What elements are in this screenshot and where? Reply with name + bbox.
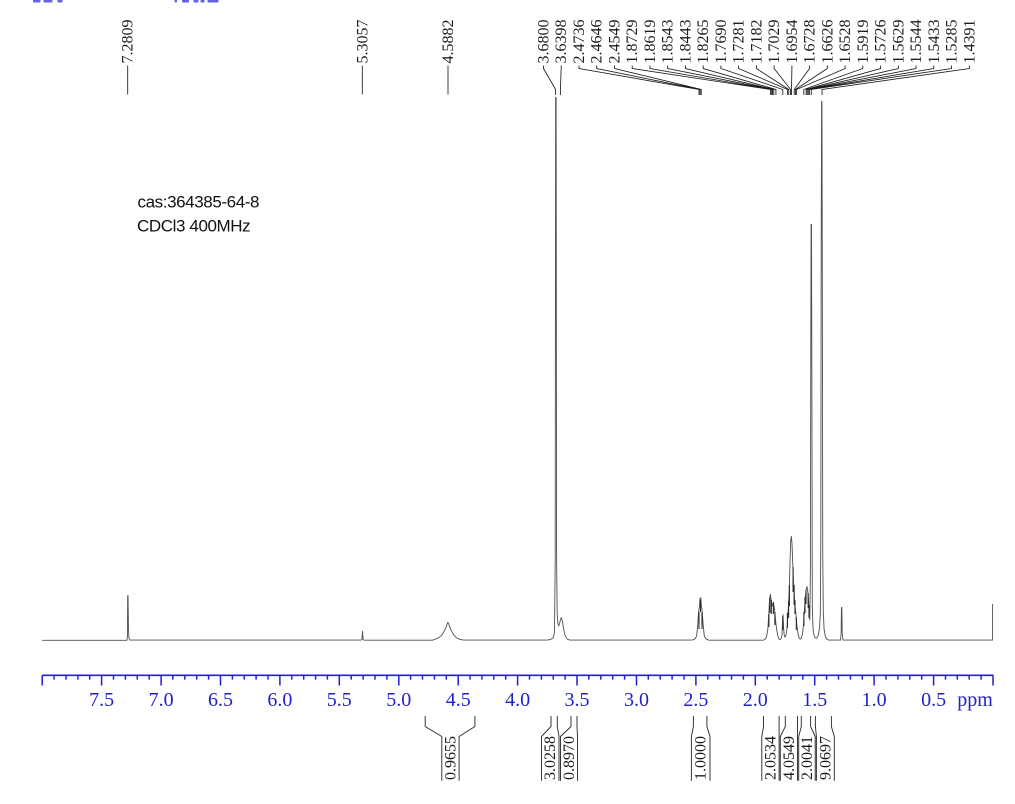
svg-text:1.7182: 1.7182 [748, 20, 765, 64]
svg-text:CDCl3 400MHz: CDCl3 400MHz [137, 217, 250, 236]
svg-text:2.5: 2.5 [683, 689, 708, 711]
svg-text:1.0: 1.0 [862, 689, 887, 711]
svg-text:1.5: 1.5 [802, 689, 827, 711]
svg-text:7.0: 7.0 [149, 689, 174, 711]
svg-text:2.0041: 2.0041 [799, 736, 816, 780]
svg-text:1.6954: 1.6954 [784, 20, 801, 64]
svg-text:2.4646: 2.4646 [589, 20, 606, 64]
svg-text:1.8619: 1.8619 [642, 20, 659, 64]
svg-text:1.5919: 1.5919 [855, 20, 872, 64]
svg-text:6.0: 6.0 [267, 689, 292, 711]
svg-text:1.6626: 1.6626 [819, 20, 836, 64]
svg-text:4.5882: 4.5882 [440, 20, 457, 64]
svg-text:1.5629: 1.5629 [890, 20, 907, 64]
svg-text:5.5: 5.5 [327, 689, 352, 711]
svg-text:1.5726: 1.5726 [873, 20, 890, 64]
svg-text:1.8443: 1.8443 [677, 20, 694, 64]
svg-text:1.0000: 1.0000 [693, 736, 710, 780]
svg-text:7.2809: 7.2809 [120, 20, 137, 64]
svg-text:1.4391: 1.4391 [961, 20, 978, 64]
svg-text:4.5: 4.5 [446, 689, 471, 711]
svg-text:1.6728: 1.6728 [802, 20, 819, 64]
svg-text:3.0: 3.0 [624, 689, 649, 711]
svg-text:3.6398: 3.6398 [553, 20, 570, 64]
svg-text:ppm: ppm [957, 689, 993, 711]
svg-text:1.5433: 1.5433 [926, 20, 943, 64]
svg-text:5.0: 5.0 [386, 689, 411, 711]
svg-text:3.0258: 3.0258 [542, 736, 559, 780]
svg-text:1.8265: 1.8265 [695, 20, 712, 64]
svg-text:3.5: 3.5 [565, 689, 590, 711]
svg-text:2.4549: 2.4549 [607, 20, 624, 64]
svg-text:0.8970: 0.8970 [561, 736, 578, 780]
svg-text:3.6800: 3.6800 [536, 20, 553, 64]
svg-text:7.5: 7.5 [89, 689, 114, 711]
svg-text:1.7690: 1.7690 [713, 20, 730, 64]
svg-text:1.5544: 1.5544 [908, 20, 925, 64]
svg-text:1.5285: 1.5285 [944, 20, 961, 64]
svg-text:5.3057: 5.3057 [354, 20, 371, 64]
svg-text:4.0549: 4.0549 [781, 736, 798, 780]
svg-text:9.0697: 9.0697 [817, 736, 834, 780]
svg-text:cas:364385-64-8: cas:364385-64-8 [138, 193, 260, 212]
svg-text:1.6528: 1.6528 [837, 20, 854, 64]
svg-text:6.5: 6.5 [208, 689, 233, 711]
svg-text:2.4736: 2.4736 [571, 20, 588, 64]
svg-text:4.0: 4.0 [505, 689, 530, 711]
svg-text:0.9655: 0.9655 [443, 736, 460, 780]
svg-text:1.7281: 1.7281 [731, 20, 748, 64]
svg-text:2.0: 2.0 [743, 689, 768, 711]
svg-text:2.0534: 2.0534 [763, 736, 780, 780]
svg-text:1.8729: 1.8729 [624, 20, 641, 64]
svg-text:0.5: 0.5 [921, 689, 946, 711]
svg-text:1.8543: 1.8543 [660, 20, 677, 64]
svg-text:1.7029: 1.7029 [766, 20, 783, 64]
